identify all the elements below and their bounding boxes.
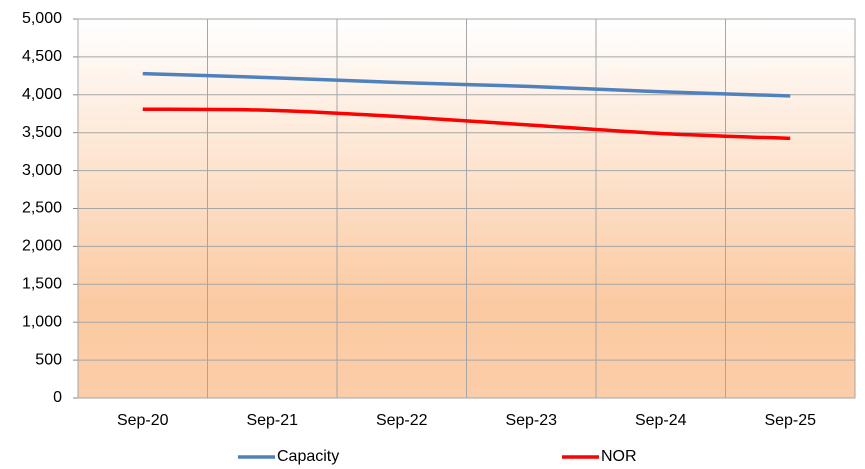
y-tick-label: 2,000 <box>22 238 62 255</box>
legend-label: Capacity <box>277 448 339 465</box>
y-tick-label: 5,000 <box>22 10 62 27</box>
y-tick-label: 0 <box>53 389 62 406</box>
y-tick-label: 1,500 <box>22 276 62 293</box>
y-tick-label: 2,500 <box>22 200 62 217</box>
x-tick-label: Sep-24 <box>635 412 687 429</box>
y-tick-label: 4,500 <box>22 48 62 65</box>
y-tick-label: 3,500 <box>22 124 62 141</box>
x-tick-label: Sep-22 <box>376 412 428 429</box>
line-series <box>142 71 791 98</box>
plot-border <box>77 18 856 399</box>
y-tick-label: 3,000 <box>22 162 62 179</box>
y-tick-label: 4,000 <box>22 86 62 103</box>
line-series <box>142 107 791 141</box>
y-tick-label: 1,000 <box>22 313 62 330</box>
x-tick-label: Sep-21 <box>246 412 298 429</box>
x-tick-label: Sep-23 <box>505 412 557 429</box>
x-tick-label: Sep-25 <box>764 412 816 429</box>
y-tick-label: 500 <box>35 351 62 368</box>
legend-label: NOR <box>601 448 637 465</box>
x-tick-label: Sep-20 <box>117 412 169 429</box>
